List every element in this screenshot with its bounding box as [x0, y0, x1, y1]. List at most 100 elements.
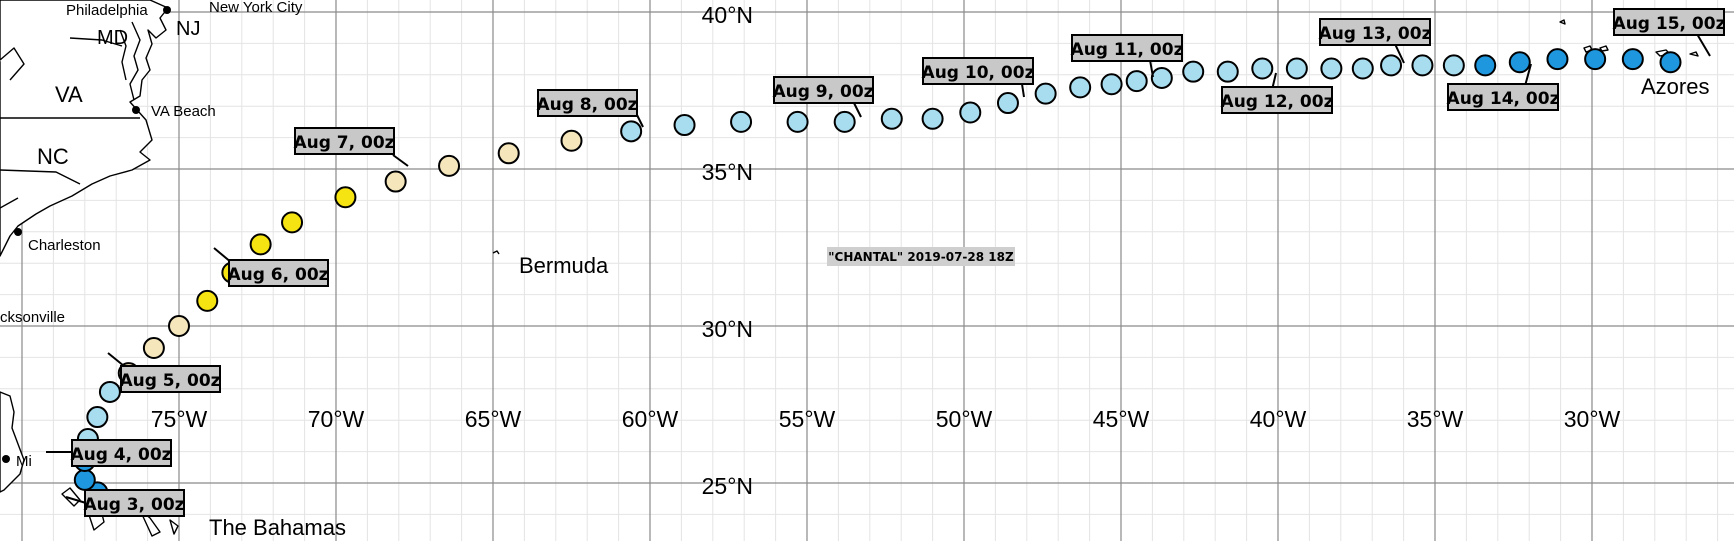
bahamas-island-4	[169, 519, 179, 535]
track-point	[334, 186, 357, 209]
date-label-aug13: Aug 13, 00z	[1319, 18, 1432, 46]
track-point	[1546, 48, 1569, 71]
svg-text:Aug 10, 00z: Aug 10, 00z	[922, 63, 1035, 83]
lon-label-40w: 40°W	[1250, 406, 1307, 432]
lon-label-75w: 75°W	[151, 406, 208, 432]
track-point	[1320, 57, 1343, 80]
track-point	[86, 406, 109, 429]
place-bermuda: Bermuda	[519, 253, 609, 278]
nc-outline	[0, 169, 81, 185]
track-point	[73, 468, 96, 491]
leader-aug7	[392, 154, 409, 167]
leader-aug3	[65, 496, 87, 504]
track-point	[1216, 60, 1239, 83]
track-point	[1150, 66, 1173, 89]
storm-track	[73, 48, 1682, 513]
map-title: "CHANTAL" 2019-07-28 18Z	[827, 247, 1015, 266]
track-point	[786, 110, 809, 133]
chesapeake-bay	[119, 21, 141, 101]
track-point	[996, 92, 1019, 115]
svg-text:Aug 8, 00z: Aug 8, 00z	[536, 95, 637, 115]
bermuda-island	[492, 250, 500, 255]
place-va-beach: VA Beach	[151, 103, 216, 120]
track-point	[921, 107, 944, 130]
date-label-aug7: Aug 7, 00z	[293, 127, 395, 155]
svg-text:Aug 4, 00z: Aug 4, 00z	[70, 445, 171, 465]
azores-island-5	[1689, 51, 1699, 57]
title-text: "CHANTAL" 2019-07-28 18Z	[828, 250, 1014, 264]
date-label-aug12: Aug 12, 00z	[1221, 86, 1334, 114]
azores-island-3	[1599, 45, 1609, 52]
date-label-aug15: Aug 15, 00z	[1613, 8, 1726, 36]
track-point	[1285, 57, 1308, 80]
place-new-york-city: New York City	[209, 0, 303, 16]
date-label-aug9: Aug 9, 00z	[772, 76, 874, 104]
lat-label-40n: 40°N	[702, 2, 753, 28]
lat-label-30n: 30°N	[702, 316, 753, 342]
place-miami: Mi	[16, 453, 32, 470]
track-point	[1508, 51, 1531, 74]
track-point	[438, 154, 461, 177]
miami-marker	[2, 455, 10, 463]
place-jacksonville: cksonville	[0, 309, 65, 326]
leader-aug13	[1394, 43, 1405, 64]
track-point	[196, 289, 219, 312]
lat-label-25n: 25°N	[702, 473, 753, 499]
track-point	[1100, 73, 1123, 96]
track-point	[620, 120, 643, 143]
leader-aug5	[107, 352, 125, 367]
track-point	[1442, 54, 1465, 77]
track-point	[497, 142, 520, 165]
track-point	[880, 107, 903, 130]
philadelphia-marker	[163, 6, 171, 14]
lon-label-70w: 70°W	[308, 406, 365, 432]
track-point	[1474, 54, 1497, 77]
city-markers	[2, 6, 171, 463]
date-labels: Aug 3, 00z Aug 4, 00z Aug 5, 00z Aug 6, …	[70, 8, 1726, 517]
svg-text:Aug 14, 00z: Aug 14, 00z	[1447, 89, 1560, 109]
track-point	[730, 110, 753, 133]
track-point	[1125, 70, 1148, 93]
track-point	[1034, 82, 1057, 105]
place-bahamas: The Bahamas	[209, 515, 346, 540]
track-point	[384, 170, 407, 193]
track-point	[1251, 57, 1274, 80]
track-point	[249, 233, 272, 256]
azores-island-1	[1559, 19, 1566, 25]
date-label-aug11: Aug 11, 00z	[1071, 34, 1184, 62]
track-point	[1621, 48, 1644, 71]
leader-aug14	[1524, 63, 1532, 87]
date-label-aug4: Aug 4, 00z	[70, 439, 172, 467]
date-label-aug14: Aug 14, 00z	[1447, 83, 1560, 111]
track-point	[1584, 48, 1607, 71]
track-point	[833, 110, 856, 133]
date-label-aug10: Aug 10, 00z	[922, 57, 1035, 85]
place-md: MD	[97, 27, 128, 49]
place-nc: NC	[37, 144, 69, 169]
svg-text:Aug 5, 00z: Aug 5, 00z	[119, 371, 220, 391]
track-point	[281, 211, 304, 234]
track-point	[168, 315, 190, 337]
florida	[0, 391, 25, 493]
svg-text:Aug 6, 00z: Aug 6, 00z	[227, 265, 328, 285]
svg-text:Aug 12, 00z: Aug 12, 00z	[1221, 92, 1334, 112]
land-outlines	[0, 0, 1699, 537]
lon-label-65w: 65°W	[465, 406, 522, 432]
lon-label-50w: 50°W	[936, 406, 993, 432]
track-point	[1069, 76, 1092, 99]
date-label-aug3: Aug 3, 00z	[83, 489, 185, 517]
svg-text:Aug 9, 00z: Aug 9, 00z	[772, 82, 873, 102]
lon-label-35w: 35°W	[1407, 406, 1464, 432]
track-point	[98, 380, 121, 403]
lat-label-35n: 35°N	[702, 159, 753, 185]
bahamas-island-1	[61, 487, 81, 507]
date-label-aug6: Aug 6, 00z	[227, 259, 329, 287]
title-background	[827, 247, 1015, 266]
lon-label-30w: 30°W	[1564, 406, 1621, 432]
date-label-leaders	[46, 33, 1711, 504]
date-label-aug5: Aug 5, 00z	[119, 365, 221, 393]
track-point	[560, 129, 583, 152]
leader-aug11	[1149, 59, 1154, 78]
track-point	[1411, 54, 1434, 77]
